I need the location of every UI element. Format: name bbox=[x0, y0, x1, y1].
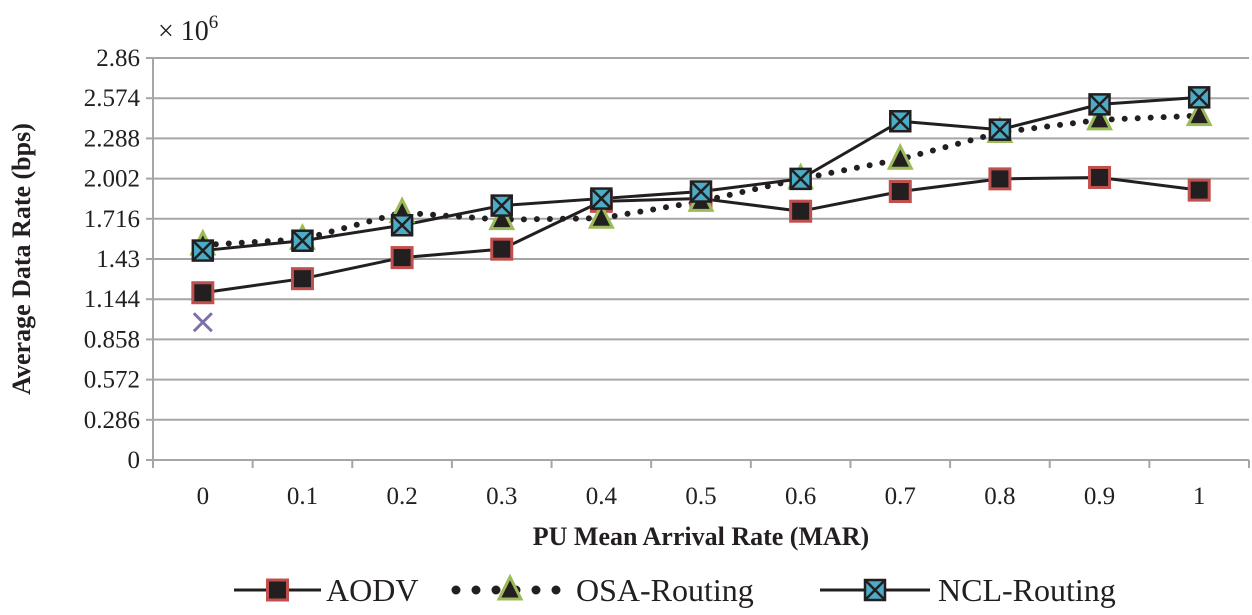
x-tick-label: 0.8 bbox=[984, 483, 1015, 510]
point-ncl-routing-stroke-b bbox=[1088, 93, 1111, 116]
point-ncl-routing bbox=[390, 214, 414, 237]
x-tick-label: 0.3 bbox=[486, 483, 517, 510]
axis-labels: 0 0.286 0.572 0.858 1.144 1.43 1.716 2.002 2.288… bbox=[7, 12, 1205, 551]
point-ncl-routing bbox=[789, 167, 812, 191]
point-aodv bbox=[1187, 178, 1211, 202]
series-line-osa-routing bbox=[199, 112, 1203, 248]
point-ncl-routing-stroke-b bbox=[391, 214, 413, 237]
point-ncl-routing bbox=[490, 194, 513, 217]
legend-item-aodv: AODV bbox=[234, 572, 418, 608]
x-tick-label: 1 bbox=[1193, 483, 1206, 510]
x-tick-label: 0.9 bbox=[1084, 483, 1115, 510]
legend-marker-osa-routing bbox=[496, 573, 524, 601]
point-ncl-routing-stroke-b bbox=[490, 194, 513, 217]
y-tick-label: 0.286 bbox=[84, 407, 140, 434]
point-ncl-routing bbox=[291, 229, 314, 252]
point-ncl-routing bbox=[590, 187, 613, 210]
series-line-ncl-routing bbox=[202, 95, 1200, 253]
point-aodv bbox=[1088, 165, 1112, 189]
point-ncl-routing-stroke-b bbox=[989, 118, 1011, 141]
point-aodv bbox=[290, 267, 314, 291]
point-ncl-routing bbox=[1088, 93, 1111, 116]
point-ncl-routing-stroke-b bbox=[690, 180, 712, 203]
x-tick-label: 0.4 bbox=[586, 483, 618, 510]
y-axis-multiplier: × 106 bbox=[158, 12, 218, 47]
legend-item-ncl-routing: NCL-Routing bbox=[820, 572, 1116, 608]
y-tick-label: 1.43 bbox=[96, 246, 140, 273]
x-tick-label: 0.7 bbox=[885, 483, 916, 510]
legend-label-ncl-routing: NCL-Routing bbox=[938, 572, 1116, 608]
point-aodv bbox=[490, 237, 514, 261]
point-ncl-routing bbox=[1187, 86, 1211, 109]
legend-marker-ncl-routing-stroke-b bbox=[864, 579, 886, 601]
legend-label-aodv: AODV bbox=[326, 572, 418, 608]
x-axis-title: PU Mean Arrival Rate (MAR) bbox=[533, 522, 869, 551]
point-ncl-routing bbox=[988, 118, 1012, 141]
y-tick-label: 1.144 bbox=[84, 286, 141, 313]
point-aodv bbox=[390, 246, 414, 270]
point-ncl-routing-stroke-b bbox=[789, 167, 812, 190]
x-tick-label: 0.2 bbox=[386, 483, 417, 510]
y-tick-label: 2.002 bbox=[84, 166, 140, 193]
point-aodv bbox=[988, 167, 1012, 191]
series-markers bbox=[189, 86, 1213, 333]
legend-item-osa-routing: OSA-Routing bbox=[451, 572, 754, 608]
point-ncl-routing-stroke-b bbox=[291, 229, 314, 252]
y-tick-label: 0.858 bbox=[84, 326, 140, 353]
point-aodv bbox=[191, 281, 215, 305]
multiplier-exponent: 6 bbox=[209, 12, 219, 33]
legend-marker-aodv bbox=[266, 578, 289, 602]
point-osa-routing bbox=[587, 201, 615, 229]
point-ncl-routing bbox=[689, 180, 713, 203]
point-aodv bbox=[789, 199, 813, 223]
gridlines bbox=[153, 57, 1249, 421]
multiplier-base: × 10 bbox=[158, 16, 209, 47]
legend: AODV OSA-Routing NCL-Routing bbox=[234, 572, 1116, 608]
point-ncl-routing bbox=[191, 239, 215, 262]
x-tick-label: 0.1 bbox=[287, 483, 318, 510]
point-osa-routing bbox=[488, 203, 516, 231]
x-tick-label: 0.6 bbox=[785, 483, 816, 510]
y-tick-label: 1.716 bbox=[84, 206, 140, 233]
legend-label-osa-routing: OSA-Routing bbox=[576, 572, 754, 608]
point-ncl-routing-stroke-b bbox=[191, 239, 214, 262]
point-osa-routing bbox=[1086, 103, 1113, 131]
x-tick-label: 0 bbox=[197, 483, 210, 510]
point-ncl-routing-stroke-b bbox=[889, 110, 912, 133]
point-ncl-routing bbox=[889, 110, 912, 133]
point-extra bbox=[192, 312, 213, 333]
legend-marker-ncl-routing bbox=[863, 578, 887, 602]
point-ncl-routing-stroke-b bbox=[1188, 86, 1211, 109]
y-tick-label: 0 bbox=[128, 447, 141, 474]
y-tick-label: 2.288 bbox=[84, 125, 140, 152]
y-tick-label: 2.86 bbox=[96, 45, 140, 72]
axes bbox=[146, 57, 1250, 468]
point-ncl-routing-stroke-b bbox=[590, 187, 613, 210]
point-aodv bbox=[888, 180, 912, 204]
point-osa-routing bbox=[1185, 99, 1213, 127]
y-tick-label: 0.572 bbox=[84, 367, 140, 394]
point-osa-routing bbox=[886, 142, 914, 170]
x-tick-label: 0.5 bbox=[685, 483, 716, 510]
y-axis-title: Average Data Rate (bps) bbox=[7, 123, 36, 395]
y-tick-label: 2.574 bbox=[84, 85, 141, 112]
point-extra-stroke-b bbox=[192, 312, 213, 333]
